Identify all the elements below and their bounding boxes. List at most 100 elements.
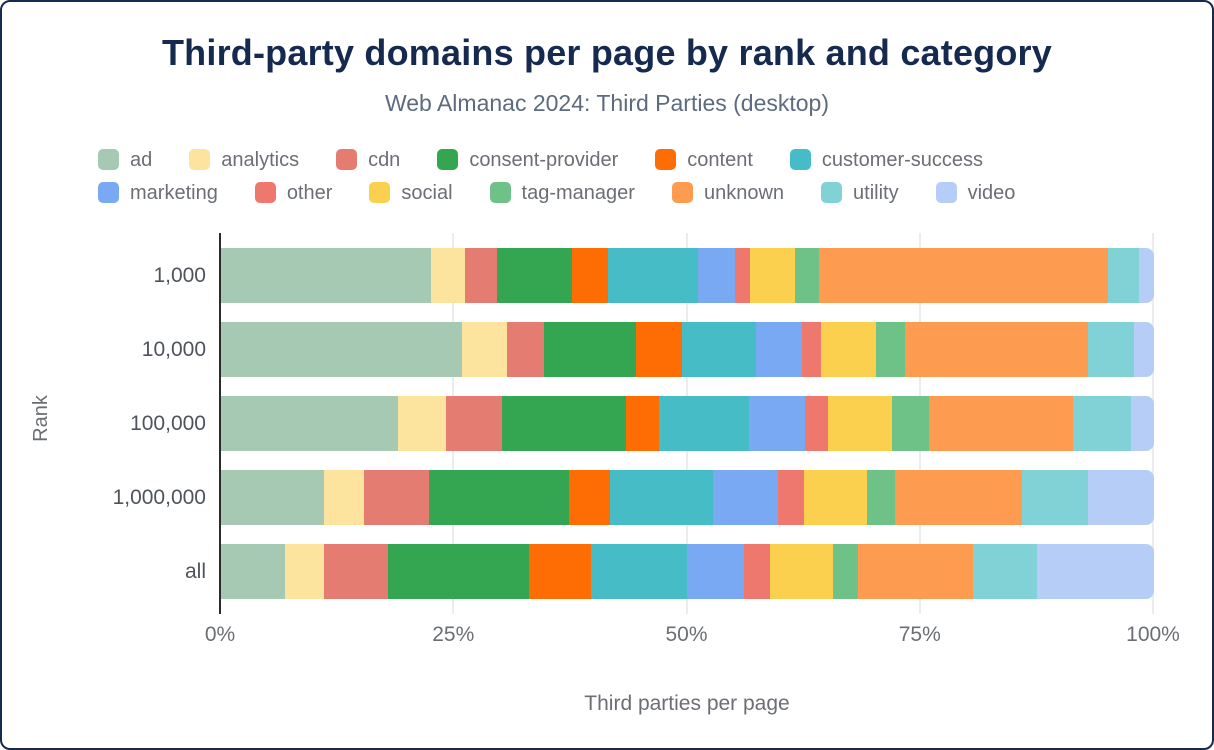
y-tick-label: 1,000,000 bbox=[112, 485, 206, 509]
bar-segment-social bbox=[828, 396, 892, 451]
bar-segment-analytics bbox=[285, 544, 324, 599]
legend-item-unknown[interactable]: unknown bbox=[671, 181, 785, 204]
bar-segment-ad bbox=[221, 322, 462, 377]
bar-segment-social bbox=[769, 544, 833, 599]
stacked-bar bbox=[221, 544, 1154, 599]
legend-item-label: social bbox=[401, 181, 453, 204]
bar-segment-video bbox=[1138, 248, 1154, 303]
legend-item-label: tag-manager bbox=[521, 181, 635, 204]
legend-item-other[interactable]: other bbox=[254, 181, 333, 204]
bar-segment-utility bbox=[1072, 396, 1131, 451]
bar-row-10000: 10,000 bbox=[2, 322, 1154, 377]
y-tick-label: all bbox=[184, 559, 206, 583]
bar-segment-ad bbox=[221, 248, 431, 303]
legend-swatch-icon bbox=[189, 149, 211, 170]
bar-segment-utility bbox=[1022, 470, 1088, 525]
legend-item-consent-provider[interactable]: consent-provider bbox=[437, 149, 618, 170]
legend-item-video[interactable]: video bbox=[935, 182, 1015, 203]
legend-item-content[interactable]: content bbox=[655, 149, 753, 170]
y-axis-title: Rank bbox=[29, 395, 52, 442]
bar-segment-other bbox=[802, 322, 821, 377]
bar-segment-utility bbox=[1108, 248, 1139, 303]
legend-item-cdn[interactable]: cdn bbox=[336, 149, 400, 170]
legend-item-label: content bbox=[687, 148, 753, 171]
bar-segment-other bbox=[735, 248, 750, 303]
bar-segment-content bbox=[625, 396, 659, 451]
bar-segment-consent-provider bbox=[501, 396, 626, 451]
x-tick-label: 100% bbox=[1126, 623, 1180, 646]
legend: ad analytics cdn consent-provider content cus… bbox=[98, 143, 1188, 209]
bar-segment-consent-provider bbox=[388, 544, 529, 599]
bar-segment-content bbox=[636, 322, 682, 377]
legend-item-label: cdn bbox=[368, 148, 401, 171]
bar-row-1000: 1,000 bbox=[2, 248, 1154, 303]
legend-item-marketing[interactable]: marketing bbox=[98, 182, 218, 203]
legend-swatch-icon bbox=[935, 182, 957, 203]
bar-segment-tag-manager bbox=[875, 322, 905, 377]
bar-segment-customer-success bbox=[658, 396, 750, 451]
bar-segment-unknown bbox=[894, 470, 1023, 525]
bar-segment-utility bbox=[1087, 322, 1135, 377]
bar-segment-unknown bbox=[904, 322, 1088, 377]
x-tick-label: 50% bbox=[665, 623, 708, 646]
bar-segment-tag-manager bbox=[794, 248, 819, 303]
bar-segment-analytics bbox=[461, 322, 508, 377]
bar-segment-cdn bbox=[363, 470, 430, 525]
bar-segment-ad bbox=[221, 470, 324, 525]
bar-segment-video bbox=[1087, 470, 1154, 525]
legend-swatch-icon bbox=[789, 149, 811, 170]
legend-swatch-icon bbox=[437, 149, 459, 170]
legend-swatch-icon bbox=[489, 182, 511, 203]
bar-segment-content bbox=[528, 544, 592, 599]
bar-segment-analytics bbox=[323, 470, 364, 525]
legend-item-label: ad bbox=[130, 148, 153, 171]
bar-segment-other bbox=[744, 544, 770, 599]
bar-segment-content bbox=[571, 248, 609, 303]
bar-segment-cdn bbox=[465, 248, 498, 303]
legend-item-tag-manager[interactable]: tag-manager bbox=[489, 181, 635, 204]
legend-swatch-icon bbox=[655, 149, 677, 170]
y-tick-label: 100,000 bbox=[130, 411, 206, 435]
bar-segment-tag-manager bbox=[833, 544, 859, 599]
bar-segment-analytics bbox=[430, 248, 466, 303]
bar-segment-customer-success bbox=[681, 322, 757, 377]
bar-segment-cdn bbox=[507, 322, 544, 377]
legend-swatch-icon bbox=[98, 182, 119, 203]
bar-segment-marketing bbox=[697, 248, 736, 303]
bar-segment-video bbox=[1130, 396, 1154, 451]
legend-item-social[interactable]: social bbox=[369, 181, 453, 204]
x-axis-ticks: 0% 25% 50% 75% 100% bbox=[2, 623, 1212, 653]
legend-swatch-icon bbox=[98, 149, 119, 170]
legend-item-utility[interactable]: utility bbox=[821, 182, 899, 203]
bar-segment-consent-provider bbox=[543, 322, 637, 377]
y-tick-label: 10,000 bbox=[141, 337, 206, 361]
legend-item-ad[interactable]: ad bbox=[98, 149, 152, 170]
bar-segment-other bbox=[777, 470, 805, 525]
bar-segment-cdn bbox=[445, 396, 502, 451]
legend-item-customer-success[interactable]: customer-success bbox=[789, 149, 983, 170]
bar-row-100000: 100,000 bbox=[2, 396, 1154, 451]
legend-item-label: marketing bbox=[130, 181, 218, 204]
legend-item-analytics[interactable]: analytics bbox=[189, 149, 299, 170]
bar-segment-customer-success bbox=[591, 544, 687, 599]
bar-segment-video bbox=[1037, 544, 1154, 599]
legend-item-label: consent-provider bbox=[469, 148, 619, 171]
y-axis-line bbox=[219, 233, 221, 614]
stacked-bar bbox=[221, 470, 1154, 525]
bar-segment-content bbox=[568, 470, 611, 525]
chart-title: Third-party domains per page by rank and… bbox=[161, 32, 1052, 73]
bar-segment-marketing bbox=[749, 396, 805, 451]
legend-item-label: other bbox=[286, 181, 333, 204]
bar-segment-marketing bbox=[686, 544, 745, 599]
legend-item-label: unknown bbox=[703, 181, 785, 204]
bar-segment-unknown bbox=[818, 248, 1109, 303]
x-tick-label: 0% bbox=[204, 623, 236, 646]
bar-segment-analytics bbox=[398, 396, 446, 451]
legend-item-label: utility bbox=[853, 181, 899, 204]
legend-row: marketing other social tag-manager unknown ut… bbox=[98, 176, 1188, 209]
bar-segment-marketing bbox=[756, 322, 803, 377]
legend-item-label: analytics bbox=[221, 148, 300, 171]
bar-segment-social bbox=[749, 248, 795, 303]
bar-segment-video bbox=[1134, 322, 1154, 377]
